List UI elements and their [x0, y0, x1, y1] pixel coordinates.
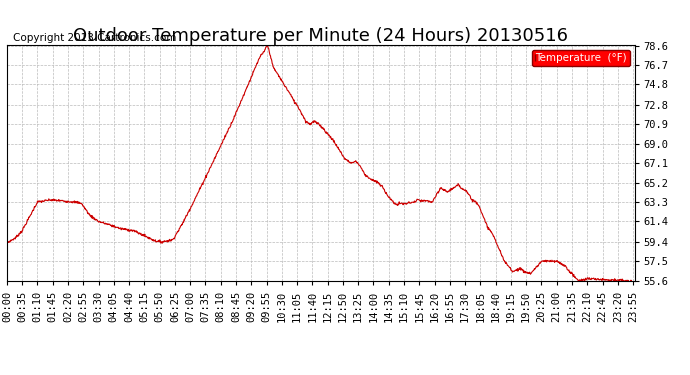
Legend: Temperature  (°F): Temperature (°F) [532, 50, 629, 66]
Text: Copyright 2013 Cartronics.com: Copyright 2013 Cartronics.com [13, 33, 177, 43]
Title: Outdoor Temperature per Minute (24 Hours) 20130516: Outdoor Temperature per Minute (24 Hours… [73, 27, 569, 45]
